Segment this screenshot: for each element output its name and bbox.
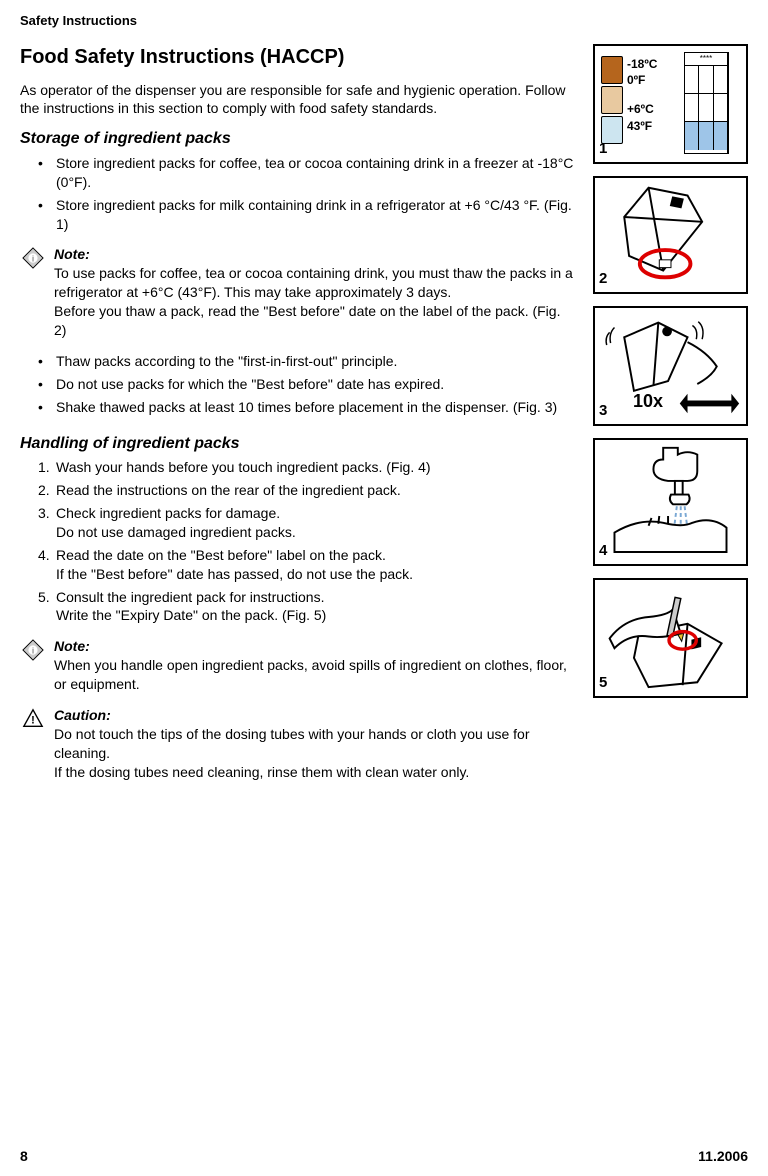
wash-hands-icon (595, 440, 746, 565)
figure-label: 4 (599, 541, 607, 561)
shake-count: 10x (633, 389, 663, 413)
section-header: Safety Instructions (20, 12, 748, 30)
caution-text: Do not touch the tips of the dosing tube… (54, 726, 530, 780)
note-text: To use packs for coffee, tea or cocoa co… (54, 265, 573, 338)
figure-label: 2 (599, 269, 607, 289)
figure-5: 5 (593, 578, 748, 698)
page-number: 8 (20, 1147, 28, 1166)
svg-text:!: ! (31, 715, 35, 727)
temp-freezer-f: 0ºF (627, 72, 657, 89)
storage-heading: Storage of ingredient packs (20, 128, 575, 150)
figure-2: 2 (593, 176, 748, 294)
figure-4: 4 (593, 438, 748, 566)
pack-coffee-icon (601, 56, 623, 84)
carton-label-icon (595, 178, 746, 293)
text-column: Food Safety Instructions (HACCP) As oper… (20, 44, 575, 794)
list-item: Consult the ingredient pack for instruct… (38, 588, 575, 626)
list-item: Check ingredient packs for damage. Do no… (38, 504, 575, 542)
temp-fridge-f: 43ºF (627, 118, 657, 135)
caution-label: Caution: (54, 706, 575, 725)
page-title: Food Safety Instructions (HACCP) (20, 44, 575, 71)
list-item: Read the instructions on the rear of the… (38, 481, 575, 500)
list-item: Wash your hands before you touch ingredi… (38, 458, 575, 477)
figure-3: 10x 3 (593, 306, 748, 426)
caution-body: Caution: Do not touch the tips of the do… (54, 706, 575, 782)
pack-icons (601, 56, 623, 146)
main-content: Food Safety Instructions (HACCP) As oper… (20, 44, 748, 794)
temp-freezer-c: -18ºC (627, 56, 657, 73)
svg-text:i: i (32, 255, 34, 264)
caution-callout: ! Caution: Do not touch the tips of the … (20, 706, 575, 782)
fridge-body-icon: **** (684, 52, 728, 154)
figure-label: 5 (599, 673, 607, 693)
note-label: Note: (54, 637, 575, 656)
svg-text:i: i (32, 647, 34, 656)
list-item: Read the date on the "Best before" label… (38, 546, 575, 584)
caution-icon: ! (22, 708, 44, 730)
figures-column: -18ºC 0ºF +6ºC 43ºF **** 1 (593, 44, 748, 794)
page-footer: 8 11.2006 (20, 1147, 748, 1166)
note-callout-2: i Note: When you handle open ingredient … (20, 637, 575, 694)
storage-bullets-a: Store ingredient packs for coffee, tea o… (20, 154, 575, 234)
note-callout-1: i Note: To use packs for coffee, tea or … (20, 245, 575, 339)
list-item: Store ingredient packs for milk containi… (38, 196, 575, 234)
temp-fridge-c: +6ºC (627, 101, 657, 118)
storage-bullets-b: Thaw packs according to the "first-in-fi… (20, 352, 575, 417)
figure-label: 1 (599, 139, 607, 159)
write-date-icon (595, 580, 746, 697)
fridge-door-icon (728, 52, 742, 154)
handling-steps: Wash your hands before you touch ingredi… (20, 458, 575, 625)
list-item: Thaw packs according to the "first-in-fi… (38, 352, 575, 371)
note-label: Note: (54, 245, 575, 264)
list-item: Do not use packs for which the "Best bef… (38, 375, 575, 394)
shake-carton-icon (595, 308, 746, 425)
list-item: Store ingredient packs for coffee, tea o… (38, 154, 575, 192)
list-item: Shake thawed packs at least 10 times bef… (38, 398, 575, 417)
footer-date: 11.2006 (698, 1147, 748, 1166)
note-text: When you handle open ingredient packs, a… (54, 657, 567, 692)
handling-heading: Handling of ingredient packs (20, 433, 575, 455)
info-icon: i (22, 639, 44, 661)
info-icon: i (22, 247, 44, 269)
freezer-stars: **** (685, 53, 727, 67)
intro-paragraph: As operator of the dispenser you are res… (20, 81, 575, 119)
pack-cocoa-icon (601, 86, 623, 114)
figure-1: -18ºC 0ºF +6ºC 43ºF **** 1 (593, 44, 748, 164)
temperature-labels: -18ºC 0ºF +6ºC 43ºF (627, 56, 657, 135)
note-body: Note: When you handle open ingredient pa… (54, 637, 575, 694)
figure-label: 3 (599, 401, 607, 421)
note-body: Note: To use packs for coffee, tea or co… (54, 245, 575, 339)
